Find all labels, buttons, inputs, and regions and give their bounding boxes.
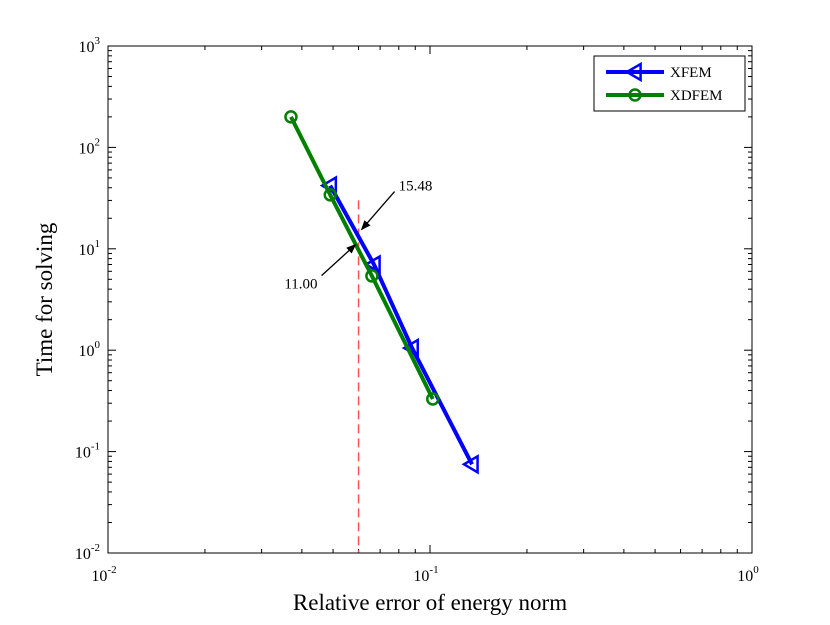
y-tick-label: 102 [79, 136, 101, 157]
y-tick-label: 101 [79, 238, 101, 259]
xfem-point [461, 454, 479, 475]
annotations-layer: 15.48 11.00 [284, 179, 432, 293]
legend-box [593, 55, 746, 112]
x-axis-label: Relative error of energy norm [293, 590, 567, 615]
x-tick-label: 10-2 [91, 564, 116, 585]
xdfem-point [365, 269, 379, 283]
xdfem-line [289, 116, 435, 400]
x-tick-label: 100 [737, 564, 759, 585]
xfem-point [363, 254, 381, 275]
annotation-arrow [360, 191, 396, 231]
plot-area-frame [107, 45, 753, 554]
xfem-line [328, 184, 474, 466]
legend: XFEM XDFEM [593, 55, 746, 112]
x-tick-label: 10-1 [413, 564, 438, 585]
legend-label-xfem: XFEM [670, 65, 712, 81]
xdfem-point [323, 188, 337, 202]
y-tick-label: 10-1 [75, 441, 100, 462]
annotation-label: 11.00 [284, 277, 317, 293]
annotation-label: 15.48 [399, 179, 433, 195]
xdfem-point [284, 110, 298, 124]
y-tick-label: 103 [79, 35, 101, 56]
annotation-arrow [321, 243, 357, 277]
y-tick-label: 10-2 [75, 542, 100, 563]
xdfem-point [426, 392, 440, 406]
y-axis-label: Time for solving [32, 222, 57, 376]
legend-marker-xfem [624, 61, 642, 83]
y-tick-label: 100 [79, 339, 101, 360]
legend-marker-xdfem [628, 88, 642, 102]
series-layer [284, 110, 479, 475]
legend-label-xdfem: XDFEM [670, 88, 723, 104]
axis-ticks: 10-2 10-1 100 10-2 10-1 100 101 102 103 [75, 35, 759, 585]
